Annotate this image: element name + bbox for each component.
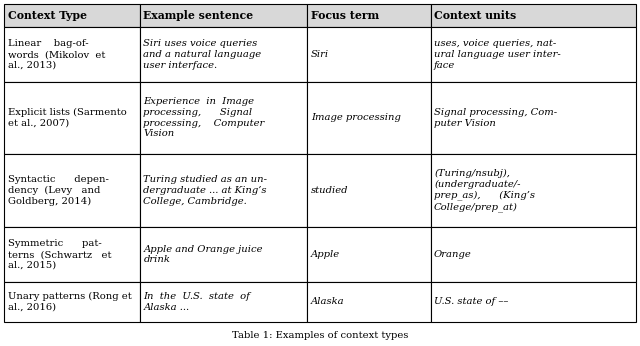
Text: Example sentence: Example sentence: [143, 10, 253, 21]
Text: Context Type: Context Type: [8, 10, 86, 21]
Text: Symmetric      pat-
terns  (Schwartz   et
al., 2015): Symmetric pat- terns (Schwartz et al., 2…: [8, 239, 111, 270]
Text: Focus term: Focus term: [311, 10, 379, 21]
Text: U.S. state of ––: U.S. state of ––: [434, 298, 508, 307]
Bar: [431, 227, 636, 282]
Bar: [431, 4, 636, 27]
Bar: [431, 82, 636, 154]
Bar: [140, 154, 307, 227]
Text: Experience  in  Image
processing,      Signal
processing,    Computer
Vision: Experience in Image processing, Signal p…: [143, 97, 264, 138]
Bar: [307, 227, 431, 282]
Text: studied: studied: [311, 186, 348, 195]
Bar: [140, 227, 307, 282]
Text: Apple: Apple: [311, 250, 340, 259]
Text: In  the  U.S.  state  of
Alaska ...: In the U.S. state of Alaska ...: [143, 292, 250, 312]
Bar: [431, 154, 636, 227]
Text: Siri: Siri: [311, 50, 329, 59]
Text: Unary patterns (Rong et
al., 2016): Unary patterns (Rong et al., 2016): [8, 292, 131, 312]
Text: Turing studied as an un-
dergraduate ... at King’s
College, Cambridge.: Turing studied as an un- dergraduate ...…: [143, 175, 268, 206]
Bar: [307, 82, 431, 154]
Text: uses, voice queries, nat-
ural language user inter-
face: uses, voice queries, nat- ural language …: [434, 39, 561, 70]
Text: Alaska: Alaska: [311, 298, 344, 307]
Bar: [307, 27, 431, 82]
Text: Image processing: Image processing: [311, 113, 401, 122]
Text: Table 1: Examples of context types: Table 1: Examples of context types: [232, 330, 408, 339]
Bar: [140, 282, 307, 322]
Text: (Turing/nsubj),
(undergraduate/-
prep_as),      (King’s
College/prep_at): (Turing/nsubj), (undergraduate/- prep_as…: [434, 169, 535, 212]
Text: Syntactic      depen-
dency  (Levy   and
Goldberg, 2014): Syntactic depen- dency (Levy and Goldber…: [8, 175, 108, 206]
Bar: [4, 282, 140, 322]
Bar: [307, 282, 431, 322]
Bar: [4, 154, 140, 227]
Bar: [140, 27, 307, 82]
Text: Linear    bag-of-
words  (Mikolov  et
al., 2013): Linear bag-of- words (Mikolov et al., 20…: [8, 39, 105, 70]
Bar: [307, 4, 431, 27]
Bar: [4, 227, 140, 282]
Text: Orange: Orange: [434, 250, 472, 259]
Bar: [307, 154, 431, 227]
Bar: [4, 4, 140, 27]
Bar: [431, 27, 636, 82]
Text: Context units: Context units: [434, 10, 516, 21]
Text: Siri uses voice queries
and a natural language
user interface.: Siri uses voice queries and a natural la…: [143, 39, 262, 70]
Text: Explicit lists (Sarmento
et al., 2007): Explicit lists (Sarmento et al., 2007): [8, 108, 126, 128]
Text: Signal processing, Com-
puter Vision: Signal processing, Com- puter Vision: [434, 108, 557, 128]
Bar: [140, 82, 307, 154]
Bar: [4, 82, 140, 154]
Bar: [4, 27, 140, 82]
Bar: [431, 282, 636, 322]
Text: Apple and Orange juice
drink: Apple and Orange juice drink: [143, 245, 263, 264]
Bar: [140, 4, 307, 27]
